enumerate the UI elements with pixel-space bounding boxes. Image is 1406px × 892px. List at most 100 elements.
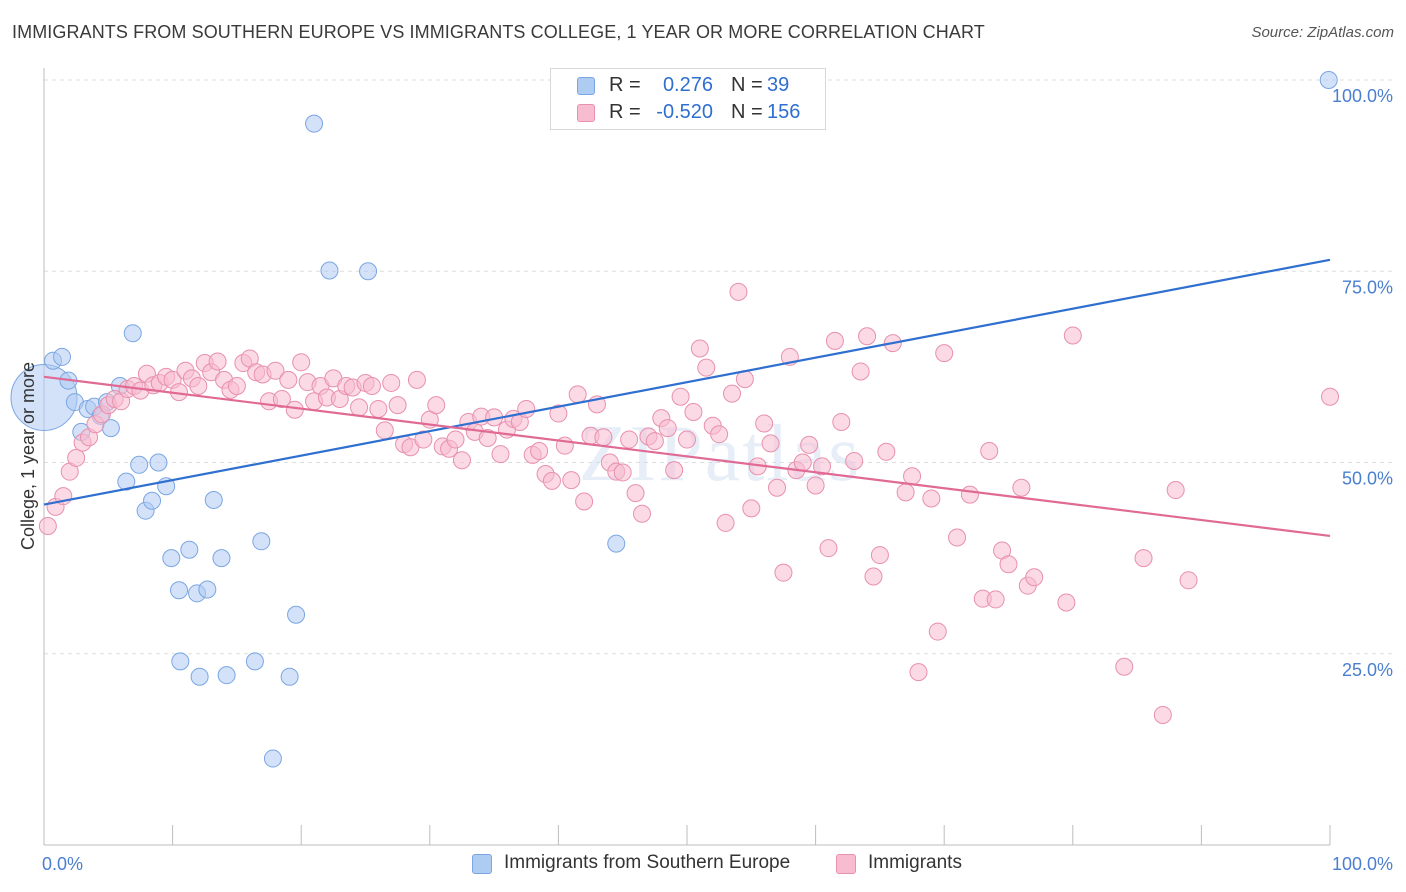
r-value: -0.520 [656,101,713,123]
point-immigrants [755,414,774,433]
point-immigrants [845,451,864,470]
point-immigrants [208,352,227,371]
x-tick-labels: 0.0% 100.0% [42,854,1393,874]
legend-label: Immigrants from Southern Europe [504,852,791,873]
trend-line-southern-europe [43,258,1331,506]
point-immigrants [864,567,883,586]
point-immigrants [620,430,639,449]
point-immigrants [575,492,594,511]
trend-line-immigrants [43,375,1331,538]
point-immigrants [613,463,632,482]
point-immigrants [414,430,433,449]
point-immigrants [935,344,954,363]
point-immigrants [542,471,561,490]
point-southern-europe [212,549,231,568]
point-immigrants [427,396,446,415]
r-value: 0.276 [662,74,713,96]
point-southern-europe [143,491,162,510]
point-southern-europe [190,667,209,686]
point-southern-europe [180,540,199,559]
data-points [10,71,1339,768]
stats-row-immigrants: R = -0.520 N = 156 [551,100,825,128]
point-immigrants [452,451,471,470]
point-immigrants [1166,481,1185,500]
legend-label: Immigrants [868,852,962,873]
point-immigrants [742,499,761,518]
n-value: 156 [767,101,801,123]
point-southern-europe [123,324,142,343]
chart-title: IMMIGRANTS FROM SOUTHERN EUROPE VS IMMIG… [12,22,985,42]
point-southern-europe [198,580,217,599]
point-immigrants [1321,387,1339,406]
point-immigrants [285,400,304,419]
n-label: N = [731,101,763,123]
point-immigrants [388,396,407,415]
point-immigrants [562,471,581,490]
point-immigrants [189,377,208,395]
r-label: R = [609,101,641,123]
point-immigrants [986,590,1005,609]
point-immigrants [813,457,832,476]
point-immigrants [793,453,812,472]
n-label: N = [731,74,763,96]
legend-swatch [472,854,492,874]
y-tick-label: 50.0% [1342,469,1393,489]
point-immigrants [478,429,497,448]
y-tick-label: 100.0% [1332,86,1393,106]
point-immigrants [568,385,587,404]
point-immigrants [877,442,896,461]
point-immigrants [768,478,787,497]
point-immigrants [1153,705,1172,724]
point-immigrants [38,516,57,535]
point-immigrants [723,384,742,403]
point-immigrants [858,327,877,346]
point-immigrants [382,373,401,392]
series-swatch [577,77,595,95]
y-tick-labels: 25.0% 50.0% 75.0% 100.0% [1332,86,1393,680]
point-immigrants [909,663,928,682]
point-southern-europe [117,472,136,491]
point-immigrants [980,442,999,461]
point-immigrants [960,485,979,504]
point-immigrants [632,504,651,523]
point-southern-europe [305,114,324,133]
point-immigrants [549,404,568,423]
point-immigrants [825,331,844,350]
x-tick-label: 100.0% [1332,854,1393,874]
point-immigrants [870,546,889,565]
point-immigrants [658,419,677,438]
point-immigrants [903,467,922,486]
series-swatch [577,104,595,122]
point-immigrants [272,390,291,409]
legend-swatch [836,854,856,874]
n-value: 39 [767,74,790,96]
point-immigrants [800,435,819,454]
point-immigrants [665,461,684,480]
point-immigrants [645,432,664,451]
y-axis-title: College, 1 year or more [18,362,38,550]
point-southern-europe [130,455,149,474]
point-immigrants [1025,568,1044,587]
trend-lines [43,258,1331,538]
point-immigrants [266,361,285,380]
point-immigrants [369,399,388,418]
legend-item-southern-europe[interactable]: Immigrants from Southern Europe [472,852,812,878]
point-immigrants [806,476,825,495]
point-immigrants [1057,593,1076,612]
point-immigrants [832,412,851,431]
point-immigrants [279,370,298,389]
point-southern-europe [171,652,190,671]
point-immigrants [761,434,780,453]
point-southern-europe [252,532,271,551]
point-southern-europe [263,749,282,768]
point-immigrants [1134,549,1153,568]
point-immigrants [819,539,838,558]
point-southern-europe [320,261,339,280]
point-immigrants [678,430,696,449]
point-southern-europe [149,453,168,472]
point-immigrants [530,442,549,461]
y-tick-label: 75.0% [1342,277,1393,297]
legend-item-immigrants[interactable]: Immigrants [836,852,986,878]
point-southern-europe [162,549,181,568]
